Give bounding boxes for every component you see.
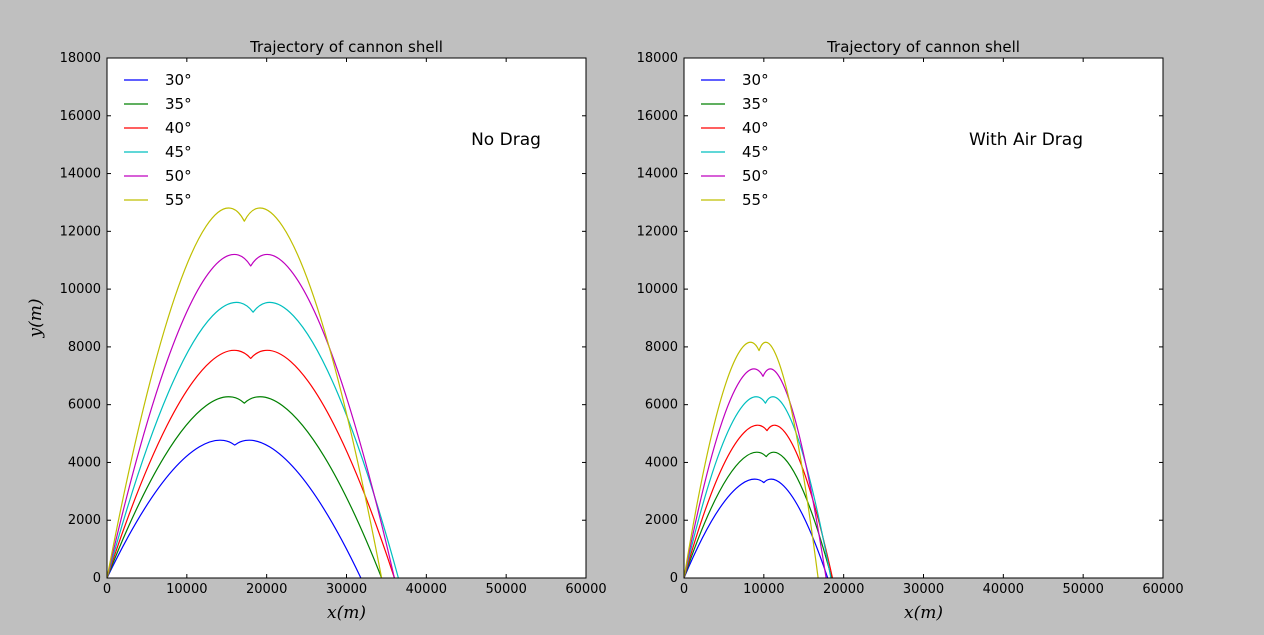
right-y-tick-label: 8000 [645, 340, 678, 355]
right-series-line-5 [684, 341, 819, 578]
left-y-tick-label: 8000 [68, 340, 101, 355]
left-x-tick-label: 40000 [406, 582, 447, 597]
right-x-tick-label: 30000 [903, 582, 944, 597]
right-legend-label-2: 40° [742, 119, 769, 137]
left-y-tick-label: 2000 [68, 513, 101, 528]
left-y-tick-label: 10000 [60, 282, 101, 297]
left-y-tick-label: 6000 [68, 398, 101, 413]
right-chart-title: Trajectory of cannon shell [826, 38, 1020, 56]
left-legend-label-0: 30° [165, 71, 192, 89]
right-series-line-4 [684, 368, 827, 578]
left-y-tick-label: 18000 [60, 51, 101, 66]
left-legend-label-2: 40° [165, 119, 192, 137]
right-series-line-1 [684, 451, 833, 578]
right-legend: 30° 35° 40° 45° 50° 55° [701, 71, 769, 209]
left-legend-label-1: 35° [165, 95, 192, 113]
left-legend-label-5: 55° [165, 191, 192, 209]
left-x-tick-label: 0 [103, 582, 111, 597]
left-y-tick-label: 14000 [60, 167, 101, 182]
left-chart-title: Trajectory of cannon shell [249, 38, 443, 56]
left-y-axis-label: y(m) [26, 299, 46, 339]
right-x-axis-label: x(m) [904, 603, 943, 623]
right-x-tick-label: 20000 [823, 582, 864, 597]
right-x-tick-label: 40000 [983, 582, 1024, 597]
left-y-tick-label: 4000 [68, 455, 101, 470]
right-series-group [684, 341, 834, 578]
left-series-group [107, 207, 400, 578]
right-x-tick-label: 60000 [1142, 582, 1183, 597]
right-chart-panel: 0 10000 20000 30000 40000 50000 60000 0 2000 4000… [637, 38, 1184, 623]
right-legend-label-1: 35° [742, 95, 769, 113]
right-y-tick-label: 10000 [637, 282, 678, 297]
right-x-tick-label: 50000 [1062, 582, 1103, 597]
left-y-tick-label: 0 [93, 571, 101, 586]
right-series-line-0 [684, 478, 829, 578]
left-x-axis-label: x(m) [327, 603, 366, 623]
right-plot-area [684, 58, 1163, 578]
left-y-tick-label: 12000 [60, 224, 101, 239]
left-series-line-3 [107, 301, 400, 578]
left-x-tick-label: 20000 [246, 582, 287, 597]
left-x-tick-label: 60000 [565, 582, 606, 597]
right-legend-label-5: 55° [742, 191, 769, 209]
right-y-tick-label: 18000 [637, 51, 678, 66]
left-series-line-4 [107, 253, 396, 578]
left-plot-area [107, 58, 586, 578]
left-annotation: No Drag [471, 130, 541, 150]
left-legend-label-3: 45° [165, 143, 192, 161]
right-x-tick-label: 10000 [743, 582, 784, 597]
right-y-tick-label: 4000 [645, 455, 678, 470]
left-x-tick-label: 50000 [485, 582, 526, 597]
left-series-line-5 [107, 207, 383, 578]
left-y-tick-label: 16000 [60, 109, 101, 124]
right-legend-label-3: 45° [742, 143, 769, 161]
left-series-line-0 [107, 439, 362, 578]
right-series-line-3 [684, 396, 832, 578]
right-y-tick-label: 6000 [645, 398, 678, 413]
left-x-tick-label: 30000 [326, 582, 367, 597]
right-legend-label-4: 50° [742, 167, 769, 185]
right-legend-label-0: 30° [742, 71, 769, 89]
left-series-line-1 [107, 396, 383, 578]
left-x-tick-label: 10000 [166, 582, 207, 597]
right-y-tick-label: 2000 [645, 513, 678, 528]
right-y-tick-label: 12000 [637, 224, 678, 239]
left-legend-label-4: 50° [165, 167, 192, 185]
right-y-tick-label: 16000 [637, 109, 678, 124]
left-legend: 30° 35° 40° 45° 50° 55° [124, 71, 192, 209]
left-chart-panel: 0 10000 20000 30000 40000 50000 60000 0 2000 4000… [26, 38, 607, 623]
right-y-tick-label: 0 [670, 571, 678, 586]
right-annotation: With Air Drag [969, 130, 1083, 150]
right-x-tick-label: 0 [680, 582, 688, 597]
left-series-line-2 [107, 349, 396, 578]
right-y-tick-label: 14000 [637, 167, 678, 182]
